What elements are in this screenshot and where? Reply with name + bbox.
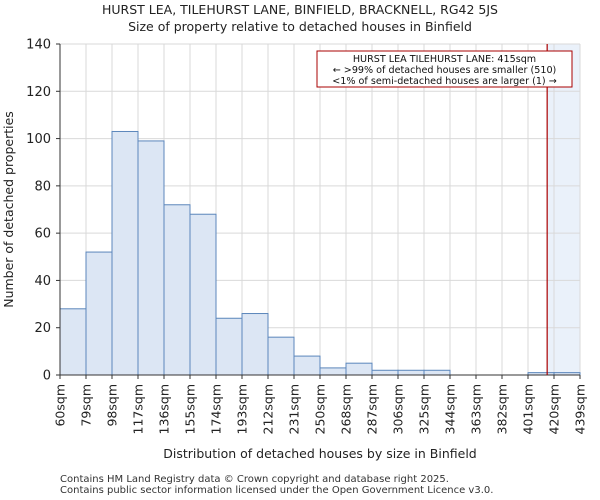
x-tick-label: 117sqm <box>131 384 146 434</box>
x-tick-label: 79sqm <box>79 384 94 427</box>
histogram-bar <box>267 336 295 376</box>
annotation-line-1: HURST LEA TILEHURST LANE: 415sqm <box>353 54 536 65</box>
x-tick-label: 231sqm <box>287 384 302 434</box>
footer-licence: Contains public sector information licen… <box>60 485 494 496</box>
footer-copyright: Contains HM Land Registry data © Crown c… <box>60 474 449 485</box>
annotation-line-3: <1% of semi-detached houses are larger (… <box>332 76 557 87</box>
histogram-bar <box>137 140 165 376</box>
x-tick-label: 344sqm <box>443 384 458 434</box>
histogram-bar <box>163 204 191 376</box>
histogram-bar <box>319 367 347 376</box>
y-tick-label: 120 <box>26 85 51 100</box>
histogram-bar <box>423 369 451 376</box>
highlight-region <box>547 44 580 375</box>
x-tick-label: 60sqm <box>53 384 68 427</box>
x-tick-label: 306sqm <box>391 384 406 434</box>
chart-subtitle: Size of property relative to detached ho… <box>128 19 472 34</box>
x-tick-label: 268sqm <box>339 384 354 434</box>
y-tick-label: 40 <box>34 274 51 289</box>
x-tick-label: 155sqm <box>183 384 198 434</box>
histogram-bar <box>397 369 425 376</box>
x-axis-title: Distribution of detached houses by size … <box>163 446 477 461</box>
y-tick-label: 20 <box>34 321 51 336</box>
histogram-bar <box>241 313 269 376</box>
y-axis-title: Number of detached properties <box>1 111 16 308</box>
chart-title: HURST LEA, TILEHURST LANE, BINFIELD, BRA… <box>102 2 498 17</box>
x-tick-label: 325sqm <box>417 384 432 434</box>
histogram-bar <box>59 308 87 376</box>
x-tick-label: 382sqm <box>495 384 510 434</box>
histogram-bar <box>371 369 399 376</box>
x-tick-label: 420sqm <box>547 384 562 434</box>
x-tick-label: 174sqm <box>209 384 224 434</box>
x-tick-label: 136sqm <box>157 384 172 434</box>
y-tick-label: 80 <box>34 179 51 194</box>
y-tick-label: 140 <box>26 38 51 53</box>
x-tick-label: 401sqm <box>521 384 536 434</box>
y-tick-label: 0 <box>43 369 51 384</box>
histogram-bar <box>215 317 243 376</box>
x-tick-label: 287sqm <box>365 384 380 434</box>
annotation-line-2: ← >99% of detached houses are smaller (5… <box>333 65 557 76</box>
y-tick-label: 60 <box>34 227 51 242</box>
x-tick-label: 439sqm <box>573 384 588 434</box>
histogram-bar <box>111 130 139 376</box>
histogram-bar <box>85 251 113 376</box>
histogram-bar <box>345 362 373 376</box>
histogram-bar <box>189 213 217 376</box>
x-tick-label: 193sqm <box>235 384 250 434</box>
y-tick-label: 100 <box>26 132 51 147</box>
x-tick-label: 363sqm <box>469 384 484 434</box>
x-tick-label: 212sqm <box>261 384 276 434</box>
histogram-bar <box>293 355 321 376</box>
x-tick-label: 250sqm <box>313 384 328 434</box>
x-tick-label: 98sqm <box>105 384 120 427</box>
annotation-box <box>316 50 573 88</box>
